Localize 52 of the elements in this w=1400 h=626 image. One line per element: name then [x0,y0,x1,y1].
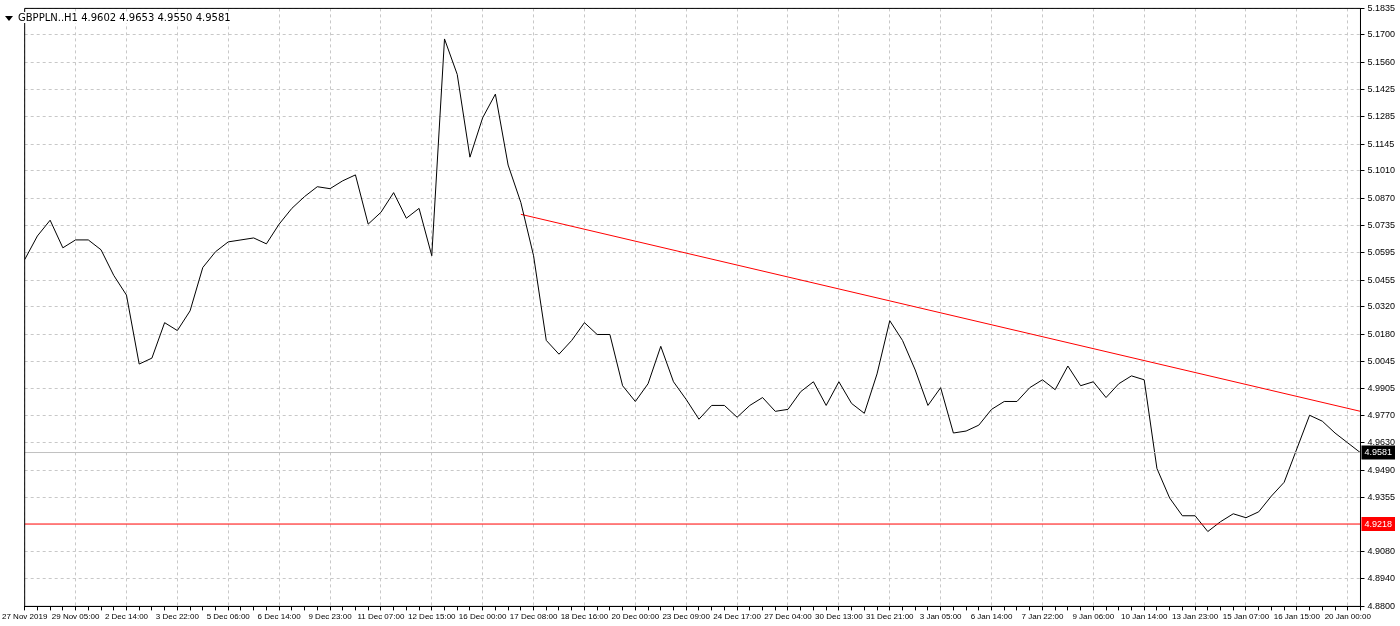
ref-line-label: 4.9218 [1364,518,1392,529]
y-tick-label: 5.0045 [1367,355,1395,366]
y-tick-label: 5.1425 [1367,83,1395,94]
y-tick-label: 5.0735 [1367,219,1395,230]
ref-line-label: 4.9581 [1364,447,1392,457]
x-tick-label: 23 Dec 09:00 [662,612,711,622]
y-tick-label: 5.0870 [1367,193,1395,204]
x-tick-label: 12 Dec 15:00 [407,612,457,622]
x-tick-label: 6 Dec 14:00 [257,612,302,622]
y-tick-label: 4.9630 [1367,437,1395,448]
x-tick-label: 11 Dec 07:00 [357,612,405,622]
y-tick-label: 5.1285 [1367,111,1395,122]
x-tick-label: 3 Dec 22:00 [155,612,200,622]
x-tick-label: 7 Jan 22:00 [1021,612,1064,622]
x-tick-label: 2 Dec 14:00 [104,612,149,622]
y-tick-label: 4.8940 [1367,573,1395,584]
y-tick-label: 5.0320 [1367,301,1395,312]
y-tick-label: 4.9770 [1367,409,1395,420]
y-tick-label: 4.9490 [1367,464,1395,475]
x-tick-label: 3 Jan 05:00 [919,612,963,622]
y-tick-label: 5.0455 [1367,274,1395,285]
x-tick-label: 20 Jan 00:00 [1324,612,1372,622]
x-tick-label: 15 Jan 07:00 [1222,612,1270,622]
x-tick-label: 16 Jan 15:00 [1273,612,1321,622]
x-tick-label: 30 Dec 13:00 [815,612,864,622]
x-tick-label: 29 Nov 05:00 [51,612,100,622]
x-tick-label: 17 Dec 08:00 [509,612,558,622]
x-tick-label: 20 Dec 00:00 [611,612,660,622]
y-tick-label: 5.0595 [1367,247,1395,258]
chart-title: GBPPLN..H1 4.9602 4.9653 4.9550 4.9581 [16,12,233,23]
y-tick-label: 4.8800 [1367,600,1395,611]
y-tick-label: 5.1010 [1367,165,1395,176]
x-tick-label: 31 Dec 21:00 [865,612,915,622]
x-tick-label: 5 Dec 06:00 [206,612,251,622]
x-tick-label: 24 Dec 17:00 [713,612,762,622]
y-tick-label: 4.9080 [1367,545,1395,556]
x-tick-label: 18 Dec 16:00 [560,612,609,622]
x-tick-label: 6 Jan 14:00 [970,612,1013,622]
y-tick-label: 5.1835 [1367,2,1395,13]
y-tick-label: 5.1700 [1367,29,1395,40]
x-tick-label: 9 Dec 23:00 [308,612,353,622]
x-tick-label: 10 Jan 14:00 [1121,612,1168,622]
y-tick-label: 4.9355 [1367,491,1395,502]
x-tick-label: 27 Nov 2019 [2,612,48,622]
y-tick-label: 5.1145 [1367,138,1395,149]
x-tick-label: 16 Dec 00:00 [458,612,508,622]
x-tick-label: 9 Jan 06:00 [1072,612,1115,622]
x-tick-label: 13 Jan 23:00 [1171,612,1219,622]
y-tick-label: 5.1560 [1367,57,1395,68]
y-tick-label: 5.0180 [1367,328,1395,339]
y-tick-label: 4.9905 [1367,383,1395,394]
x-tick-label: 27 Dec 04:00 [764,612,813,622]
